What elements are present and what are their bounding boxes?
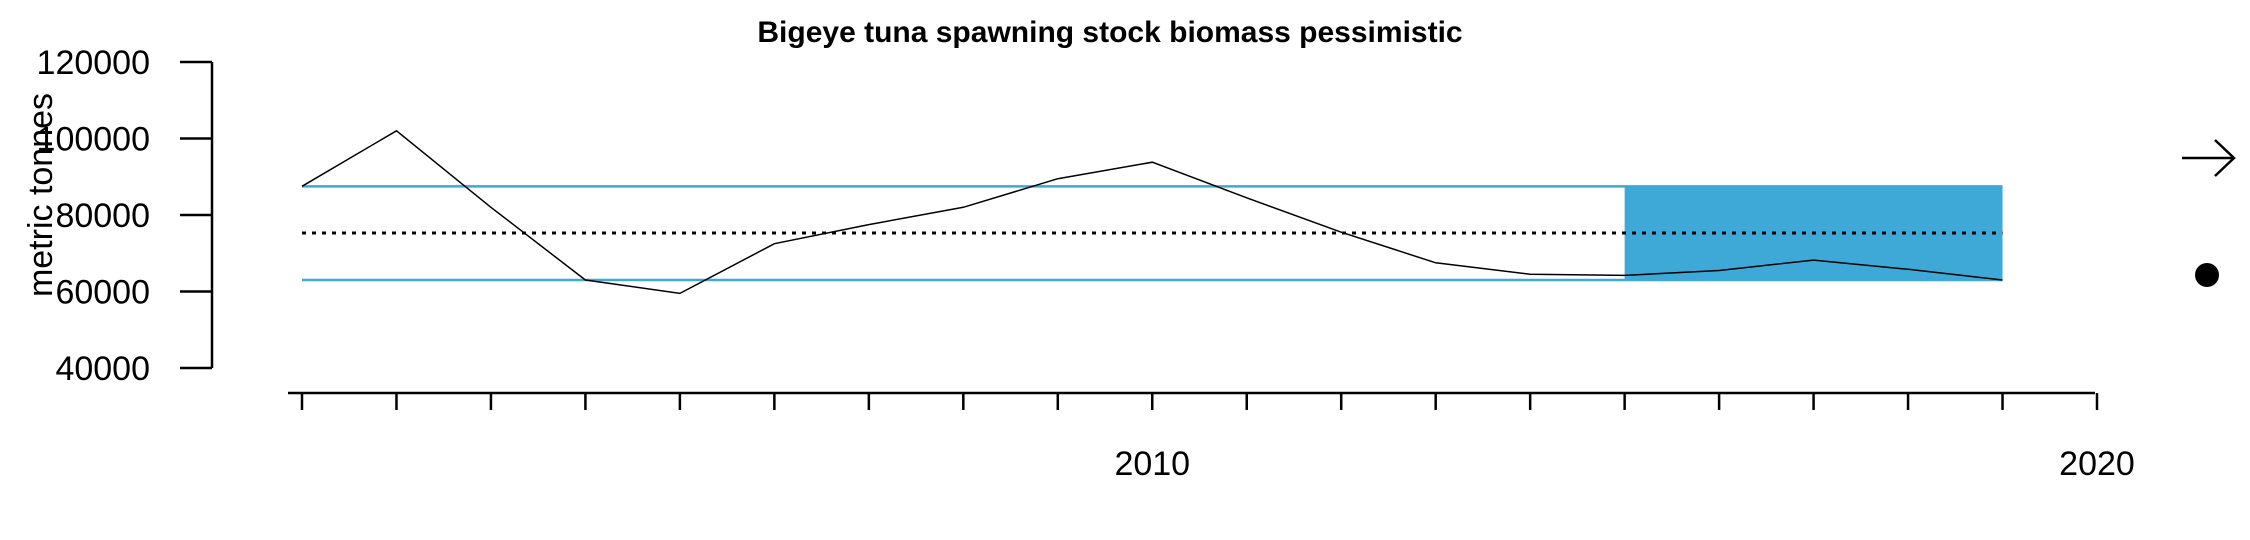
trend-indicator — [2182, 139, 2236, 177]
y-tick-label: 40000 — [55, 350, 150, 388]
y-tick-label: 80000 — [55, 197, 150, 235]
y-axis: 40000 60000 80000 100000 120000 — [37, 44, 214, 388]
plot-area — [301, 129, 2003, 295]
y-tick-label: 120000 — [37, 44, 150, 82]
x-tick-label: 2020 — [2059, 445, 2135, 483]
y-axis-title: metric tonnes — [22, 93, 60, 297]
y-tick-label: 60000 — [55, 274, 150, 312]
x-tick-label: 2010 — [1114, 445, 1190, 483]
y-tick-label: 100000 — [37, 121, 150, 159]
x-axis: 2010 2020 — [288, 391, 2135, 483]
series-line — [301, 129, 2003, 295]
right-arrow-icon — [2182, 139, 2236, 177]
filled-circle-icon — [2195, 263, 2219, 287]
chart-title: Bigeye tuna spawning stock biomass pessi… — [757, 16, 1462, 49]
